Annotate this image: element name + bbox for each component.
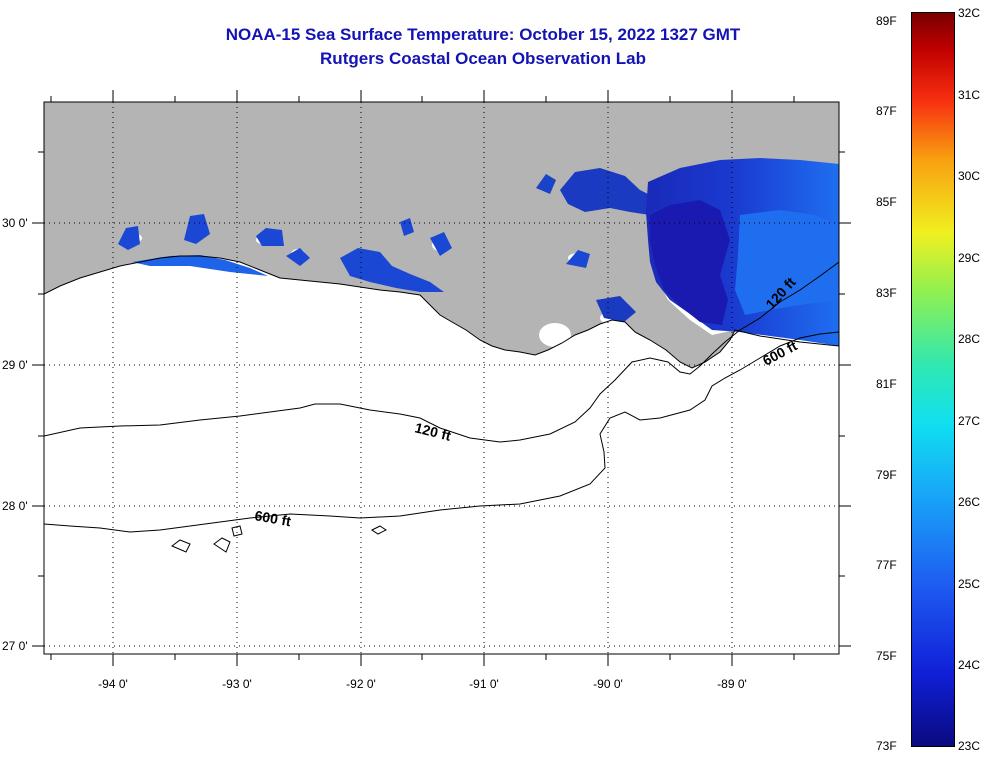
sst-patches — [118, 158, 839, 346]
lon-label-93: -93 0' — [222, 677, 252, 691]
contour-label-600ft-west: 600 ft — [253, 507, 292, 529]
cb-label-79f: 79F — [876, 468, 897, 482]
sst-map: 120 ft 600 ft 120 ft 600 ft -94 0' -93 0… — [2, 90, 851, 691]
lat-label-30: 30 0' — [2, 216, 28, 230]
cb-label-26c: 26C — [958, 495, 981, 509]
cb-label-32c: 32C — [958, 6, 981, 20]
graticule — [44, 102, 839, 654]
cb-label-30c: 30C — [958, 169, 981, 183]
cb-label-89f: 89F — [876, 14, 897, 28]
cb-label-29c: 29C — [958, 251, 981, 265]
lat-label-28: 28 0' — [2, 499, 28, 513]
lat-label-27: 27 0' — [2, 639, 28, 653]
cb-label-77f: 77F — [876, 558, 897, 572]
axis-ticks — [32, 90, 851, 666]
temperature-colorbar — [911, 12, 955, 747]
bathymetry-contours — [44, 261, 839, 553]
map-frame — [43, 101, 840, 655]
lon-label-89: -89 0' — [717, 677, 747, 691]
map-title: NOAA-15 Sea Surface Temperature: October… — [225, 25, 741, 44]
cb-label-23c: 23C — [958, 739, 981, 753]
cb-label-81f: 81F — [876, 377, 897, 391]
cb-label-31c: 31C — [958, 88, 981, 102]
contour-120ft — [44, 261, 839, 443]
cb-label-85f: 85F — [876, 195, 897, 209]
cb-label-75f: 75F — [876, 649, 897, 663]
cb-label-87f: 87F — [876, 104, 897, 118]
cb-label-73f: 73F — [876, 739, 897, 753]
lon-label-90: -90 0' — [593, 677, 623, 691]
map-subtitle: Rutgers Coastal Ocean Observation Lab — [320, 49, 646, 68]
cb-label-25c: 25C — [958, 577, 981, 591]
lon-label-94: -94 0' — [98, 677, 128, 691]
contour-600ft — [44, 331, 839, 533]
lon-label-91: -91 0' — [469, 677, 499, 691]
coastline — [44, 255, 839, 369]
lat-label-29: 29 0' — [2, 358, 28, 372]
cb-label-28c: 28C — [958, 332, 981, 346]
cb-label-24c: 24C — [958, 658, 981, 672]
cb-label-27c: 27C — [958, 414, 981, 428]
cb-label-83f: 83F — [876, 286, 897, 300]
lon-label-92: -92 0' — [346, 677, 376, 691]
